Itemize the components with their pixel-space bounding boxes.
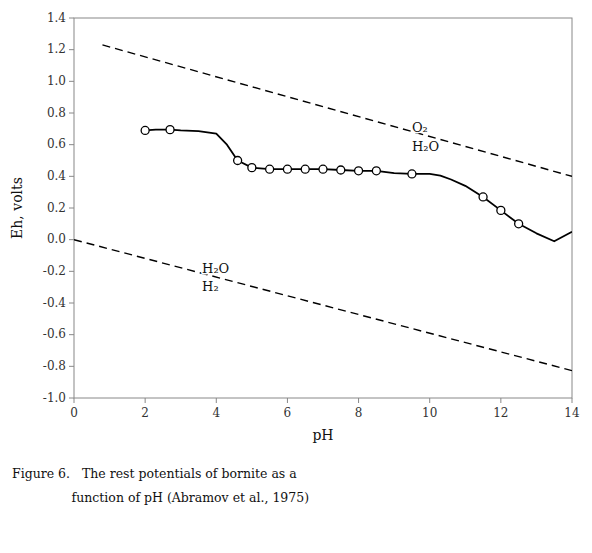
y-tick-label: 1.4 bbox=[47, 11, 66, 25]
y-tick-label: -0.2 bbox=[43, 264, 66, 278]
point bbox=[234, 157, 242, 165]
y-tick bbox=[69, 49, 74, 50]
x-tick bbox=[429, 398, 430, 403]
y-tick bbox=[69, 176, 74, 177]
x-tick bbox=[358, 398, 359, 403]
x-tick bbox=[145, 398, 146, 403]
x-tick-label: 14 bbox=[564, 406, 580, 420]
y-tick-label: 0.8 bbox=[47, 106, 66, 120]
annotation: O₂ bbox=[412, 120, 428, 135]
y-tick bbox=[69, 18, 74, 19]
y-tick-label: -0.8 bbox=[43, 359, 66, 373]
points bbox=[141, 126, 523, 228]
x-tick-label: 8 bbox=[355, 406, 363, 420]
y-tick bbox=[69, 271, 74, 272]
y-tick bbox=[69, 239, 74, 240]
y-tick-label: 0.6 bbox=[47, 137, 66, 151]
x-tick-label: 0 bbox=[70, 406, 78, 420]
annotations: O₂ H₂O H₂O H₂ bbox=[202, 120, 439, 295]
x-tick-label: 4 bbox=[212, 406, 220, 420]
y-tick-label: 1.0 bbox=[47, 74, 66, 88]
x-tick-label: 10 bbox=[422, 406, 437, 420]
annotation: H₂O bbox=[202, 261, 229, 276]
point bbox=[266, 165, 274, 173]
point bbox=[337, 166, 345, 174]
y-axis: -1.0 -0.8 -0.6 -0.4 -0.2 0.0 0.2 0.4 0.6 0.8 1.0 1.… bbox=[43, 11, 74, 405]
point bbox=[166, 126, 174, 134]
point bbox=[248, 164, 256, 172]
point bbox=[515, 220, 523, 228]
y-tick-label: 0.4 bbox=[47, 169, 66, 183]
y-tick-label: -0.4 bbox=[43, 296, 67, 310]
x-tick bbox=[287, 398, 288, 403]
point bbox=[301, 165, 309, 173]
caption-line: function of pH (Abramov et al., 1975) bbox=[12, 490, 309, 505]
x-axis: 0 2 4 6 8 10 12 14 bbox=[70, 398, 580, 420]
x-tick bbox=[74, 398, 75, 403]
x-tick-label: 2 bbox=[141, 406, 149, 420]
x-axis-label: pH bbox=[312, 427, 333, 443]
y-tick-label: -1.0 bbox=[43, 391, 66, 405]
y-tick-label: 0.2 bbox=[47, 201, 66, 215]
plot-data bbox=[74, 45, 572, 371]
point bbox=[372, 167, 380, 175]
caption: Figure 6. The rest potentials of bornite… bbox=[12, 466, 309, 505]
x-tick-label: 12 bbox=[493, 406, 508, 420]
x-tick-label: 6 bbox=[284, 406, 292, 420]
chart: 0 2 4 6 8 10 12 14 -1.0 -0.8 -0.6 -0.4 -0.2 0.0 0.2 0.4… bbox=[0, 0, 592, 553]
point bbox=[283, 165, 291, 173]
y-tick bbox=[69, 366, 74, 367]
y-tick bbox=[69, 398, 74, 399]
y-tick bbox=[69, 113, 74, 114]
y-tick bbox=[69, 303, 74, 304]
y-tick-label: 1.2 bbox=[47, 42, 66, 56]
x-tick bbox=[500, 398, 501, 403]
y-tick bbox=[69, 208, 74, 209]
page: {"chart_data": { "type": "line", "xlabel… bbox=[0, 0, 592, 553]
plot-frame bbox=[74, 18, 572, 398]
x-tick bbox=[216, 398, 217, 403]
x-tick bbox=[572, 398, 573, 403]
dashed-line bbox=[102, 45, 572, 176]
point bbox=[319, 165, 327, 173]
annotation: H₂ bbox=[202, 279, 219, 294]
y-tick bbox=[69, 334, 74, 335]
caption-line: Figure 6. The rest potentials of bornite… bbox=[12, 466, 297, 481]
y-tick-label: -0.6 bbox=[43, 327, 66, 341]
solid-line bbox=[145, 130, 572, 242]
point bbox=[355, 167, 363, 175]
point bbox=[141, 126, 149, 134]
y-tick bbox=[69, 144, 74, 145]
y-tick bbox=[69, 81, 74, 82]
point bbox=[497, 206, 505, 214]
y-tick-label: 0.0 bbox=[47, 232, 66, 246]
y-axis-label: Eh, volts bbox=[9, 177, 25, 239]
annotation: H₂O bbox=[412, 139, 439, 154]
dashed-line bbox=[74, 240, 572, 371]
point bbox=[408, 170, 416, 178]
point bbox=[479, 193, 487, 201]
